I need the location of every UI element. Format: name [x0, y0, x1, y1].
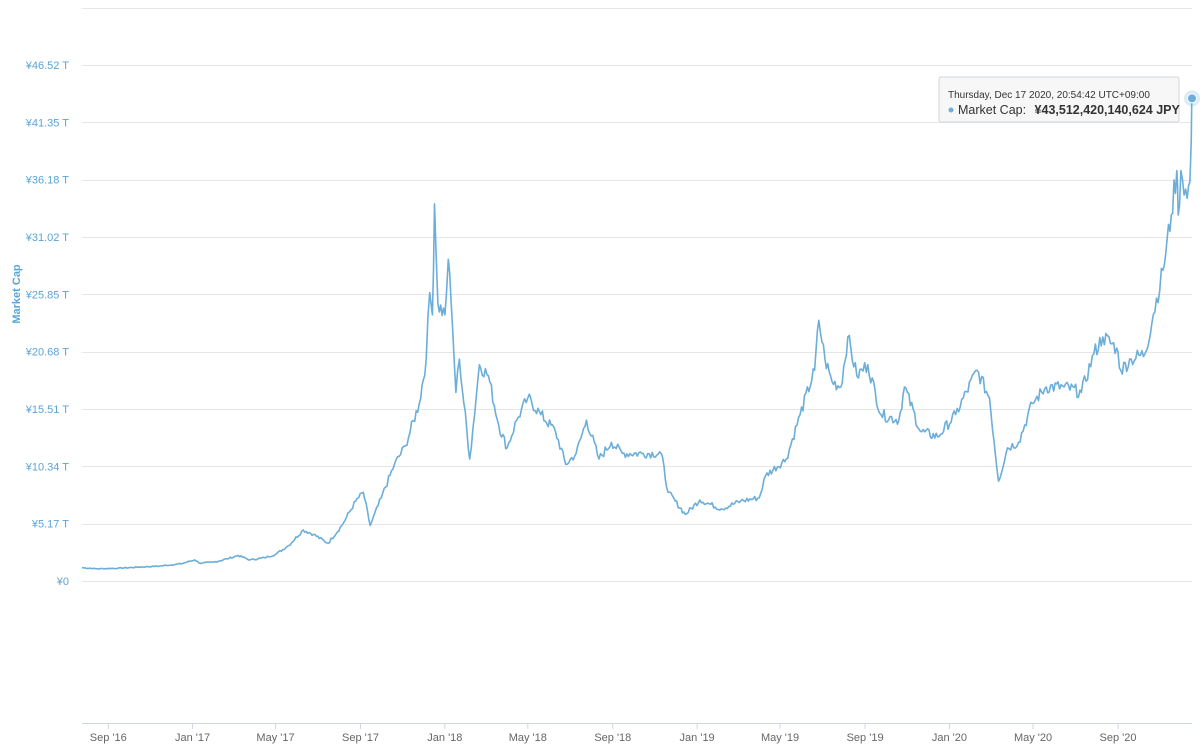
tooltip-label: Market Cap: — [958, 103, 1026, 117]
y-tick-label: ¥15.51 T — [25, 404, 70, 416]
x-tick-label: Sep '20 — [1100, 732, 1137, 744]
hover-point[interactable] — [1187, 93, 1197, 104]
x-tick-label: Sep '17 — [342, 732, 379, 744]
series-line-market-cap — [81, 98, 1193, 570]
y-tick-label: ¥5.17 T — [31, 519, 69, 531]
x-tick-label: May '17 — [256, 732, 294, 744]
x-tick-label: Jan '17 — [175, 732, 210, 744]
tooltip-value: ¥43,512,420,140,624 JPY — [1035, 103, 1181, 117]
x-tick-label: Sep '19 — [847, 732, 884, 744]
x-tick-label: Jan '19 — [680, 732, 715, 744]
x-tick-label: Jan '18 — [427, 732, 462, 744]
y-tick-label: ¥25.85 T — [25, 289, 70, 301]
series-layer — [81, 90, 1200, 570]
y-axis-ticks: ¥0 ¥5.17 T ¥10.34 T ¥15.51 T ¥20.68 T ¥25.85 … — [25, 60, 70, 588]
tooltip-line: Market Cap: ¥43,512,420,140,624 JPY — [958, 101, 1180, 118]
y-tick-label: ¥41.35 T — [25, 117, 70, 129]
y-tick-label: ¥0 — [56, 576, 69, 588]
x-tick-label: Sep '18 — [594, 732, 631, 744]
tooltip: Thursday, Dec 17 2020, 20:54:42 UTC+09:0… — [938, 76, 1180, 123]
tooltip-date: Thursday, Dec 17 2020, 20:54:42 UTC+09:0… — [948, 90, 1150, 101]
x-tick-label: Sep '16 — [90, 732, 127, 744]
x-axis-ticks: Sep '16 Jan '17 May '17 Sep '17 Jan '18 May '… — [90, 723, 1137, 744]
y-tick-label: ¥31.02 T — [25, 232, 70, 244]
tooltip-box — [938, 76, 1180, 123]
y-axis-title: Market Cap — [11, 264, 23, 324]
tooltip-series-dot — [948, 107, 954, 113]
y-tick-label: ¥46.52 T — [25, 60, 70, 72]
grid-lines — [82, 8, 1192, 582]
y-tick-label: ¥36.18 T — [25, 175, 70, 187]
x-tick-label: May '19 — [761, 732, 799, 744]
x-tick-label: May '18 — [509, 732, 547, 744]
x-tick-label: May '20 — [1014, 732, 1052, 744]
x-tick-label: Jan '20 — [932, 732, 967, 744]
y-tick-label: ¥10.34 T — [25, 461, 70, 473]
y-tick-label: ¥20.68 T — [25, 347, 70, 359]
